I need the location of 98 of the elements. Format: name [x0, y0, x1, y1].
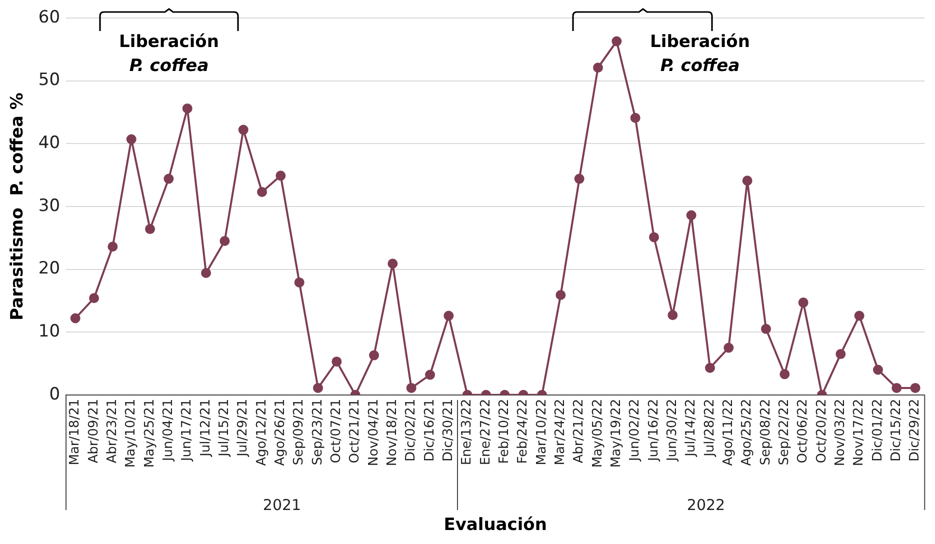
point — [388, 258, 398, 269]
point — [872, 364, 883, 375]
point — [630, 112, 640, 123]
x-tick-label: Oct/07/21 — [329, 398, 344, 464]
point — [126, 134, 136, 144]
x-tick-label: Nov/17/22 — [852, 398, 867, 466]
point — [108, 242, 118, 252]
x-tick-label: Mar/18/21 — [68, 398, 83, 466]
point — [686, 210, 696, 220]
x-tick-label: Ene/27/22 — [478, 398, 494, 466]
x-axis-title: Evaluación — [444, 515, 547, 536]
point — [780, 369, 790, 380]
point — [276, 170, 286, 181]
point — [425, 370, 436, 380]
y-tick-label: 10 — [38, 321, 60, 342]
point — [854, 310, 864, 321]
point — [406, 382, 416, 393]
x-tick-label: May/25/21 — [142, 398, 158, 468]
point — [164, 174, 174, 184]
x-tick-label: May/10/21 — [124, 398, 139, 468]
x-tick-label: May/19/22 — [609, 398, 624, 468]
point — [742, 176, 752, 186]
x-tick-label: Jun/30/22 — [665, 398, 680, 462]
x-tick-label: Jul/15/21 — [217, 398, 232, 458]
point — [70, 313, 80, 324]
x-tick-label: Nov/03/22 — [833, 398, 848, 466]
x-tick-label: Jun/16/22 — [646, 398, 662, 462]
x-tick-label: Feb/24/22 — [516, 398, 531, 464]
x-tick-label: Feb/10/22 — [497, 398, 512, 464]
point — [201, 268, 212, 278]
x-tick-label: Jul/12/21 — [198, 398, 214, 458]
x-tick-label: Abr/23/21 — [105, 398, 120, 464]
point — [836, 349, 846, 360]
x-tick-label: Nov/04/21 — [366, 398, 382, 466]
x-tick-label: Jul/28/22 — [702, 398, 718, 458]
x-tick-label: Dic/16/21 — [422, 398, 438, 462]
point — [668, 310, 678, 320]
point — [294, 277, 304, 288]
point — [444, 310, 454, 321]
x-tick-label: Jun/04/21 — [161, 398, 176, 462]
x-tick-label: Abr/21/22 — [572, 398, 587, 464]
text: 2021 — [262, 496, 302, 514]
point — [313, 382, 324, 393]
point — [369, 350, 380, 360]
point — [574, 174, 584, 184]
y-tick-label: 60 — [38, 7, 60, 28]
x-tick-label: Jul/14/22 — [684, 398, 699, 458]
point — [332, 356, 342, 367]
x-tick-label: Ago/12/21 — [254, 398, 270, 466]
point — [798, 298, 808, 308]
point — [182, 103, 192, 114]
x-tick-label: Ene/13/22 — [460, 398, 475, 466]
y-tick-label: 0 — [49, 384, 60, 404]
y-tick-label: 40 — [38, 133, 60, 154]
point — [704, 362, 715, 373]
x-tick-label: Oct/20/22 — [814, 398, 830, 464]
x-tick-label: Sep/08/22 — [758, 398, 774, 466]
x-tick-label: Sep/23/21 — [310, 398, 326, 466]
point — [220, 236, 230, 246]
x-tick-label: Sep/22/22 — [777, 398, 792, 466]
point — [238, 124, 248, 135]
y-tick-label: 30 — [38, 196, 60, 216]
annotation: Liberación P. coffea — [119, 31, 219, 78]
x-tick-label: Ago/11/22 — [721, 398, 736, 466]
x-tick-label: Dic/29/22 — [908, 398, 923, 462]
x-tick-label: Ago/26/21 — [273, 398, 288, 466]
point — [648, 232, 659, 242]
point — [89, 293, 100, 304]
point — [910, 382, 920, 393]
y-axis-title: Parasitismo P. coffea % — [8, 92, 28, 320]
point — [257, 186, 268, 197]
y-tick-label: 50 — [38, 70, 60, 90]
x-tick-label: Mar/10/22 — [534, 398, 550, 466]
text: 2022 — [686, 496, 726, 514]
x-tick-label: Mar/24/22 — [553, 398, 568, 466]
y-tick-label: 20 — [38, 258, 60, 279]
point — [145, 224, 156, 234]
x-tick-label: Jul/29/21 — [236, 398, 251, 458]
point — [760, 324, 771, 334]
x-tick-label: Jun/02/22 — [628, 398, 643, 462]
x-tick-label: Oct/21/21 — [348, 398, 363, 464]
point — [593, 62, 603, 73]
x-tick-label: Dic/01/22 — [870, 398, 886, 462]
x-tick-label: Oct/06/22 — [796, 398, 811, 464]
x-tick-label: Ago/25/22 — [740, 398, 755, 466]
point — [892, 382, 902, 393]
x-tick-label: Jun/17/21 — [180, 398, 195, 462]
x-tick-label: May/05/22 — [590, 398, 606, 468]
point — [556, 290, 566, 300]
annotation: Liberación P. coffea — [650, 31, 750, 78]
point — [612, 36, 622, 46]
x-tick-label: Dic/30/21 — [441, 398, 456, 462]
x-tick-label: Dic/02/21 — [404, 398, 419, 462]
x-tick-label: Abr/09/21 — [86, 398, 102, 464]
point — [724, 342, 734, 353]
x-tick-label: Sep/09/21 — [292, 398, 307, 466]
x-tick-label: Nov/18/21 — [385, 398, 400, 466]
x-tick-label: Dic/15/22 — [889, 398, 904, 462]
